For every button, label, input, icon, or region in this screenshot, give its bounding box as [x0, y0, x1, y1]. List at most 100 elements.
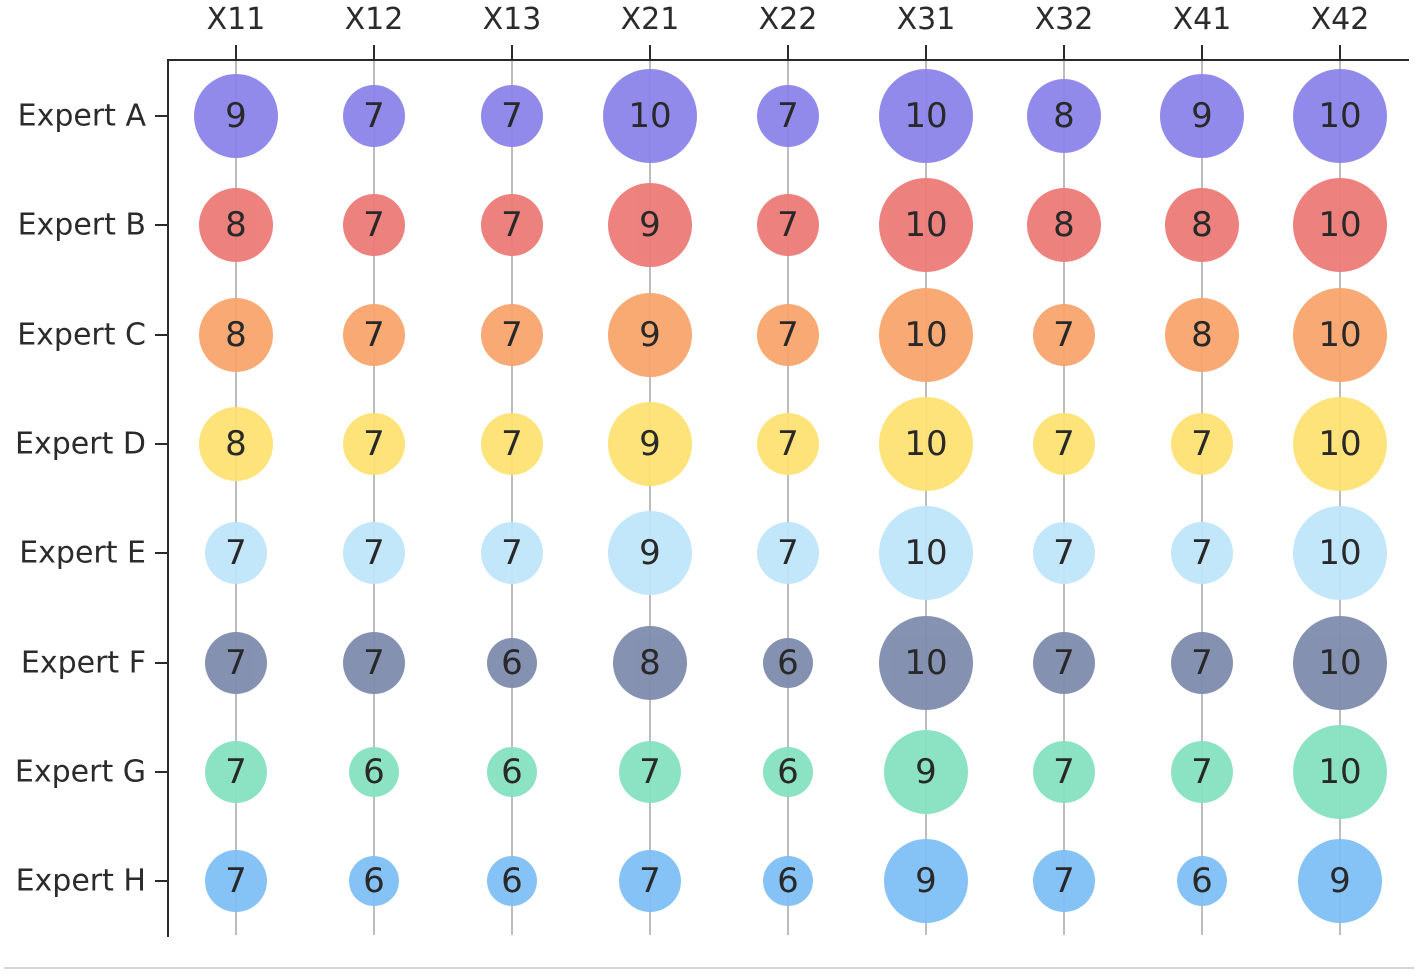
bubble: 7: [619, 741, 681, 803]
bubble-value: 6: [363, 752, 385, 792]
bubble: 7: [343, 304, 405, 366]
bubble-value: 7: [1191, 752, 1213, 792]
bubble: 10: [603, 69, 697, 163]
y-tick: [155, 224, 167, 226]
bubble: 10: [1293, 397, 1387, 491]
bubble-value: 6: [777, 643, 799, 683]
y-axis-line: [167, 59, 169, 937]
bubble: 7: [1033, 304, 1095, 366]
bubble: 6: [763, 638, 813, 688]
bubble-value: 7: [1191, 424, 1213, 464]
bubble-value: 10: [1318, 752, 1362, 792]
bubble-value: 7: [1053, 315, 1075, 355]
row-label: Expert E: [19, 535, 146, 571]
bubble: 10: [1293, 288, 1387, 382]
bubble: 6: [763, 747, 813, 797]
bubble-value: 8: [225, 424, 247, 464]
bubble: 9: [194, 74, 278, 158]
x-tick: [235, 45, 237, 59]
bubble: 6: [349, 747, 399, 797]
column-label: X12: [344, 2, 404, 37]
gridline: [235, 61, 237, 935]
bubble-value: 9: [915, 752, 937, 792]
bubble-value: 6: [501, 752, 523, 792]
column-label: X22: [758, 2, 818, 37]
bubble-value: 10: [904, 643, 948, 683]
bubble-value: 10: [1318, 643, 1362, 683]
bubble-value: 8: [1053, 96, 1075, 136]
x-tick: [1063, 45, 1065, 59]
bubble-value: 7: [777, 424, 799, 464]
bubble: 7: [757, 85, 819, 147]
bubble-value: 10: [1318, 205, 1362, 245]
bubble-value: 7: [1053, 533, 1075, 573]
gridline: [373, 61, 375, 935]
bubble: 10: [1293, 616, 1387, 710]
bubble-value: 7: [363, 424, 385, 464]
row-label: Expert D: [15, 426, 146, 462]
bubble: 7: [481, 522, 543, 584]
bubble-value: 8: [639, 643, 661, 683]
bubble-value: 10: [904, 533, 948, 573]
bubble-value: 6: [363, 861, 385, 901]
bubble-value: 8: [225, 315, 247, 355]
bubble-value: 7: [225, 752, 247, 792]
bubble: 6: [487, 638, 537, 688]
bubble-value: 10: [1318, 96, 1362, 136]
column-label: X32: [1034, 2, 1094, 37]
bubble-value: 6: [777, 861, 799, 901]
column-label: X42: [1310, 2, 1370, 37]
bubble: 7: [1033, 522, 1095, 584]
bubble: 8: [1165, 298, 1239, 372]
y-tick: [155, 771, 167, 773]
bubble-value: 6: [1191, 861, 1213, 901]
row-label: Expert C: [17, 317, 146, 353]
bubble-value: 7: [363, 643, 385, 683]
bubble: 7: [1033, 850, 1095, 912]
bubble-value: 7: [1191, 643, 1213, 683]
row-label: Expert A: [17, 98, 146, 134]
y-tick: [155, 443, 167, 445]
bubble: 7: [205, 632, 267, 694]
bubble: 7: [757, 304, 819, 366]
bubble: 6: [487, 747, 537, 797]
bubble: 9: [1298, 839, 1382, 923]
bubble: 7: [343, 85, 405, 147]
bubble-value: 7: [363, 315, 385, 355]
bubble-value: 7: [1191, 533, 1213, 573]
bubble-value: 7: [777, 205, 799, 245]
bubble: 8: [1027, 188, 1101, 262]
bubble-value: 7: [501, 96, 523, 136]
x-tick: [373, 45, 375, 59]
bubble: 10: [879, 506, 973, 600]
row-label: Expert G: [14, 754, 146, 790]
bubble-value: 9: [1191, 96, 1213, 136]
bubble: 7: [481, 194, 543, 256]
bubble: 9: [884, 730, 968, 814]
bubble-value: 9: [915, 861, 937, 901]
bubble-value: 7: [777, 533, 799, 573]
bubble-value: 10: [904, 315, 948, 355]
bottom-divider: [4, 967, 1414, 969]
column-label: X13: [482, 2, 542, 37]
bubble: 10: [879, 69, 973, 163]
bubble: 9: [608, 183, 692, 267]
bubble: 9: [884, 839, 968, 923]
bubble-value: 8: [1191, 205, 1213, 245]
bubble: 10: [1293, 69, 1387, 163]
bubble-value: 8: [1053, 205, 1075, 245]
x-tick: [1201, 45, 1203, 59]
x-tick: [925, 45, 927, 59]
bubble: 6: [763, 856, 813, 906]
bubble-value: 7: [363, 205, 385, 245]
row-label: Expert F: [20, 645, 146, 681]
column-label: X21: [620, 2, 680, 37]
bubble: 7: [619, 850, 681, 912]
bubble: 8: [199, 298, 273, 372]
bubble: 8: [199, 188, 273, 262]
bubble: 7: [1171, 632, 1233, 694]
bubble: 7: [1033, 413, 1095, 475]
bubble-value: 10: [904, 205, 948, 245]
bubble: 6: [349, 856, 399, 906]
